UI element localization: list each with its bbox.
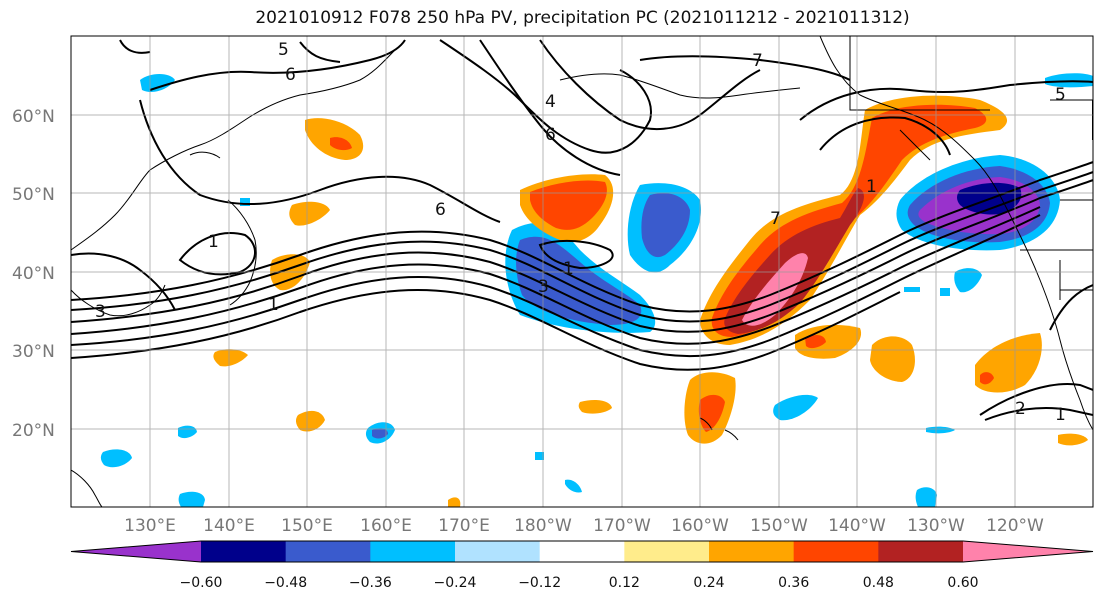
lat-label-20n: 20°N [12, 421, 55, 441]
pv-label-1: 5 [278, 40, 289, 60]
colorbar-label-5: −0.12 [518, 575, 561, 591]
colorbar-label-6: 0.12 [609, 575, 640, 591]
pv-label-4: 4 [545, 92, 556, 112]
lon-label-150w: 150°W [750, 516, 808, 536]
lon-label-160e: 160°E [360, 516, 412, 536]
graticule [71, 36, 1093, 507]
colorbar-segment [624, 541, 710, 562]
pv-label-5: 6 [545, 125, 556, 145]
lon-label-150e: 150°E [281, 516, 333, 536]
pv-label-15: 1 [1055, 405, 1066, 425]
colorbar-segment [878, 541, 964, 562]
pv-label-16: 5 [1055, 85, 1066, 105]
pv-label-9: 1 [866, 177, 877, 197]
colorbar-segment [709, 541, 795, 562]
pv-contours [71, 39, 1093, 421]
colorbar-label-1: −0.60 [180, 575, 223, 591]
map-plot-area: 5 6 7 4 6 6 1 7 1 3 3 1 1 2 1 5 [71, 36, 1093, 507]
colorbar-label-3: −0.36 [349, 575, 392, 591]
pv-label-6: 6 [435, 200, 446, 220]
colorbar-label-8: 0.36 [778, 575, 809, 591]
colorbar-segment [455, 541, 541, 562]
lat-label-40n: 40°N [12, 264, 55, 284]
pv-label-8: 7 [770, 209, 781, 229]
lon-label-140w: 140°W [828, 516, 886, 536]
colorbar-extend-high [963, 541, 1093, 562]
pv-label-11: 3 [538, 277, 549, 297]
pv-label-10: 3 [95, 302, 106, 322]
colorbar-outline [70, 540, 1094, 563]
colorbar-label-7: 0.24 [693, 575, 724, 591]
colorbar-extend-low [71, 541, 201, 562]
colorbar-label-2: −0.48 [264, 575, 307, 591]
lat-label-50n: 50°N [12, 185, 55, 205]
colorbar-tick-labels: −0.60 −0.48 −0.36 −0.24 −0.12 0.12 0.24 … [180, 575, 979, 591]
latitude-axis: 20°N 30°N 40°N 50°N 60°N [12, 107, 55, 441]
pv-label-14: 2 [1015, 399, 1026, 419]
lat-label-30n: 30°N [12, 342, 55, 362]
map-title: 2021010912 F078 250 hPa PV, precipitatio… [255, 8, 910, 28]
lon-label-160w: 160°W [671, 516, 729, 536]
colorbar-segment [285, 541, 371, 562]
lon-label-120w: 120°W [986, 516, 1044, 536]
colorbar-segment [370, 541, 456, 562]
colorbar-segment [539, 541, 625, 562]
longitude-axis: 130°E 140°E 150°E 160°E 170°E 180°W 170°… [124, 516, 1044, 536]
colorbar-label-4: −0.24 [434, 575, 477, 591]
lon-label-170e: 170°E [438, 516, 490, 536]
colorbar-label-10: 0.60 [947, 575, 978, 591]
colorbar [70, 540, 1094, 563]
colorbar-segment [201, 541, 287, 562]
pv-label-7: 1 [208, 232, 219, 252]
lon-label-130e: 130°E [124, 516, 176, 536]
map-frame [70, 35, 1094, 508]
pv-contour-labels: 5 6 7 4 6 6 1 7 1 3 3 1 1 2 1 5 [95, 40, 1066, 425]
pv-label-2: 6 [285, 65, 296, 85]
lon-label-140e: 140°E [203, 516, 255, 536]
colorbar-segment [793, 541, 879, 562]
pv-label-13: 1 [563, 259, 574, 279]
lon-label-180w: 180°W [514, 516, 572, 536]
lon-label-170w: 170°W [593, 516, 651, 536]
lat-label-60n: 60°N [12, 107, 55, 127]
pv-label-12: 1 [268, 295, 279, 315]
lon-label-130w: 130°W [907, 516, 965, 536]
pv-label-3: 7 [752, 51, 763, 71]
colorbar-label-9: 0.48 [863, 575, 894, 591]
